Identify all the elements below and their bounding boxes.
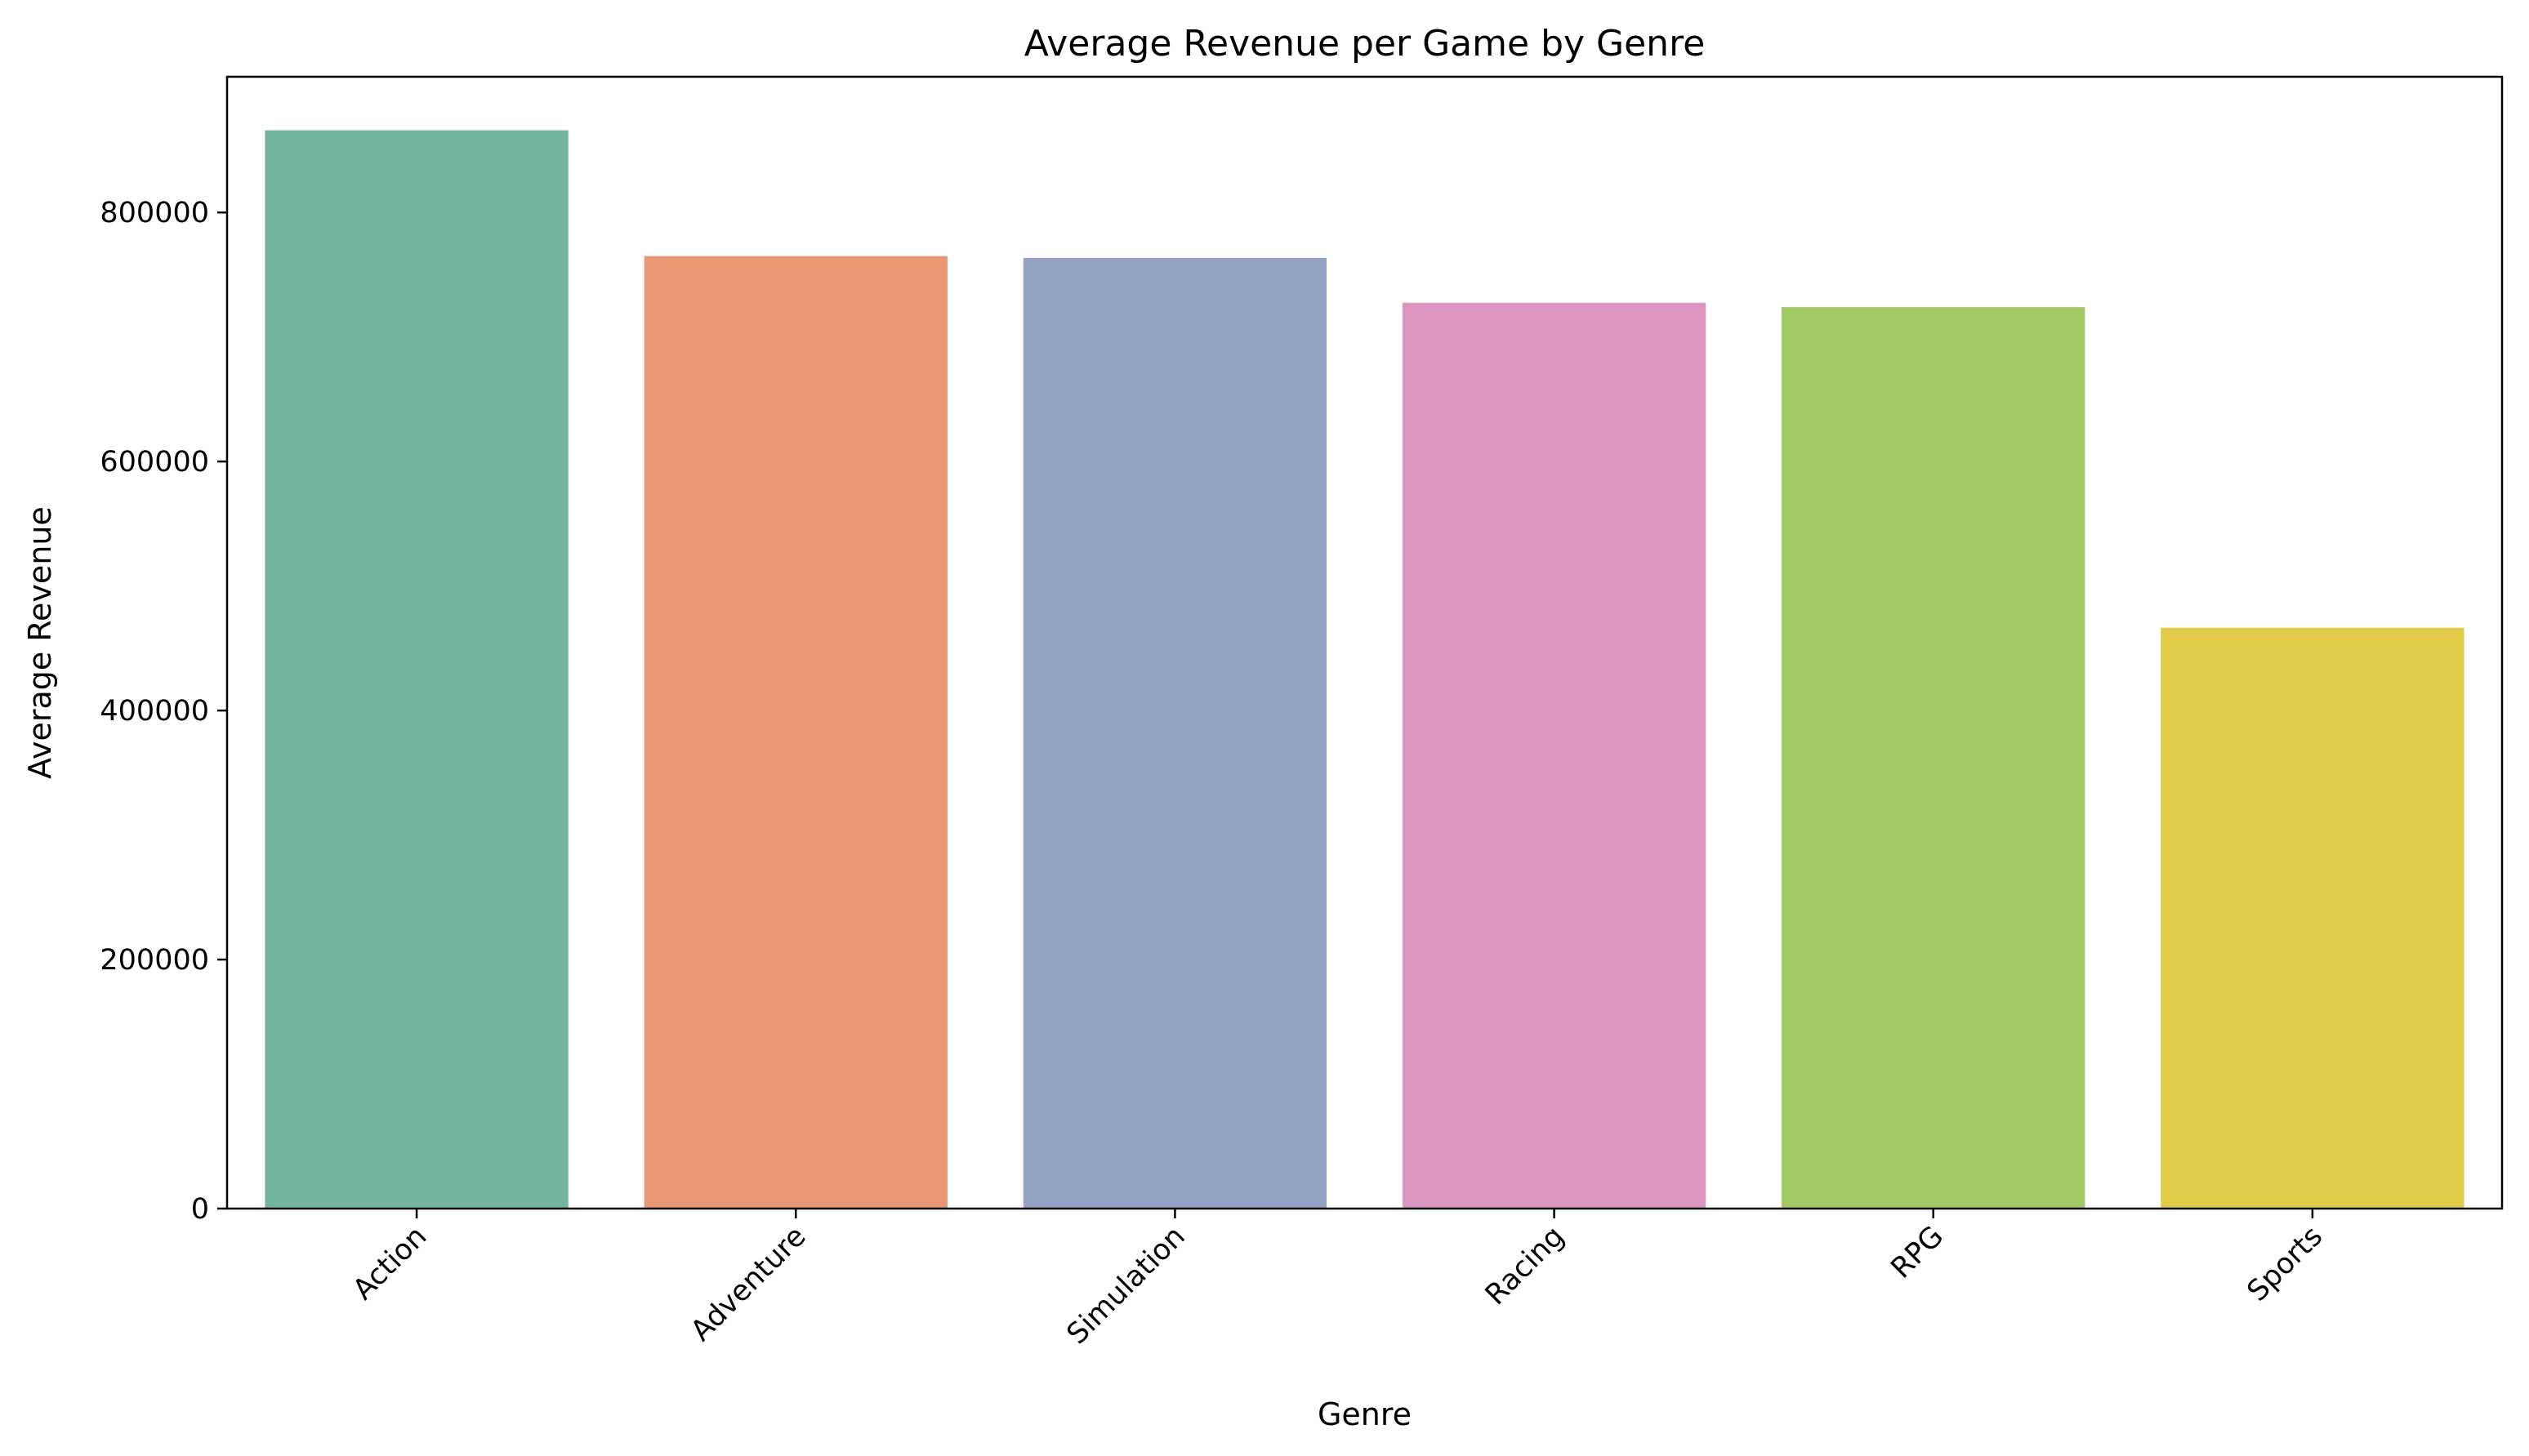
y-tick-label: 600000 bbox=[100, 446, 209, 479]
x-axis-label: Genre bbox=[1318, 1396, 1412, 1432]
bar-simulation bbox=[1023, 257, 1327, 1209]
plot-frame bbox=[225, 75, 2504, 1210]
y-axis-label: Average Revenue bbox=[22, 506, 58, 779]
chart-title: Average Revenue per Game by Genre bbox=[1024, 23, 1706, 65]
y-tick-label: 200000 bbox=[100, 944, 209, 977]
bars-group bbox=[265, 130, 2464, 1209]
y-axis-ticks: 0 200000 400000 600000 800000 bbox=[100, 197, 227, 1226]
bar-sports bbox=[2161, 627, 2464, 1209]
y-tick-label: 0 bbox=[191, 1193, 209, 1226]
y-tick-label: 800000 bbox=[100, 197, 209, 229]
y-tick-label: 400000 bbox=[100, 695, 209, 728]
bar-adventure bbox=[644, 256, 948, 1209]
bar-rpg bbox=[1782, 307, 2085, 1209]
bar-racing bbox=[1402, 302, 1706, 1209]
bar-action bbox=[265, 130, 569, 1209]
